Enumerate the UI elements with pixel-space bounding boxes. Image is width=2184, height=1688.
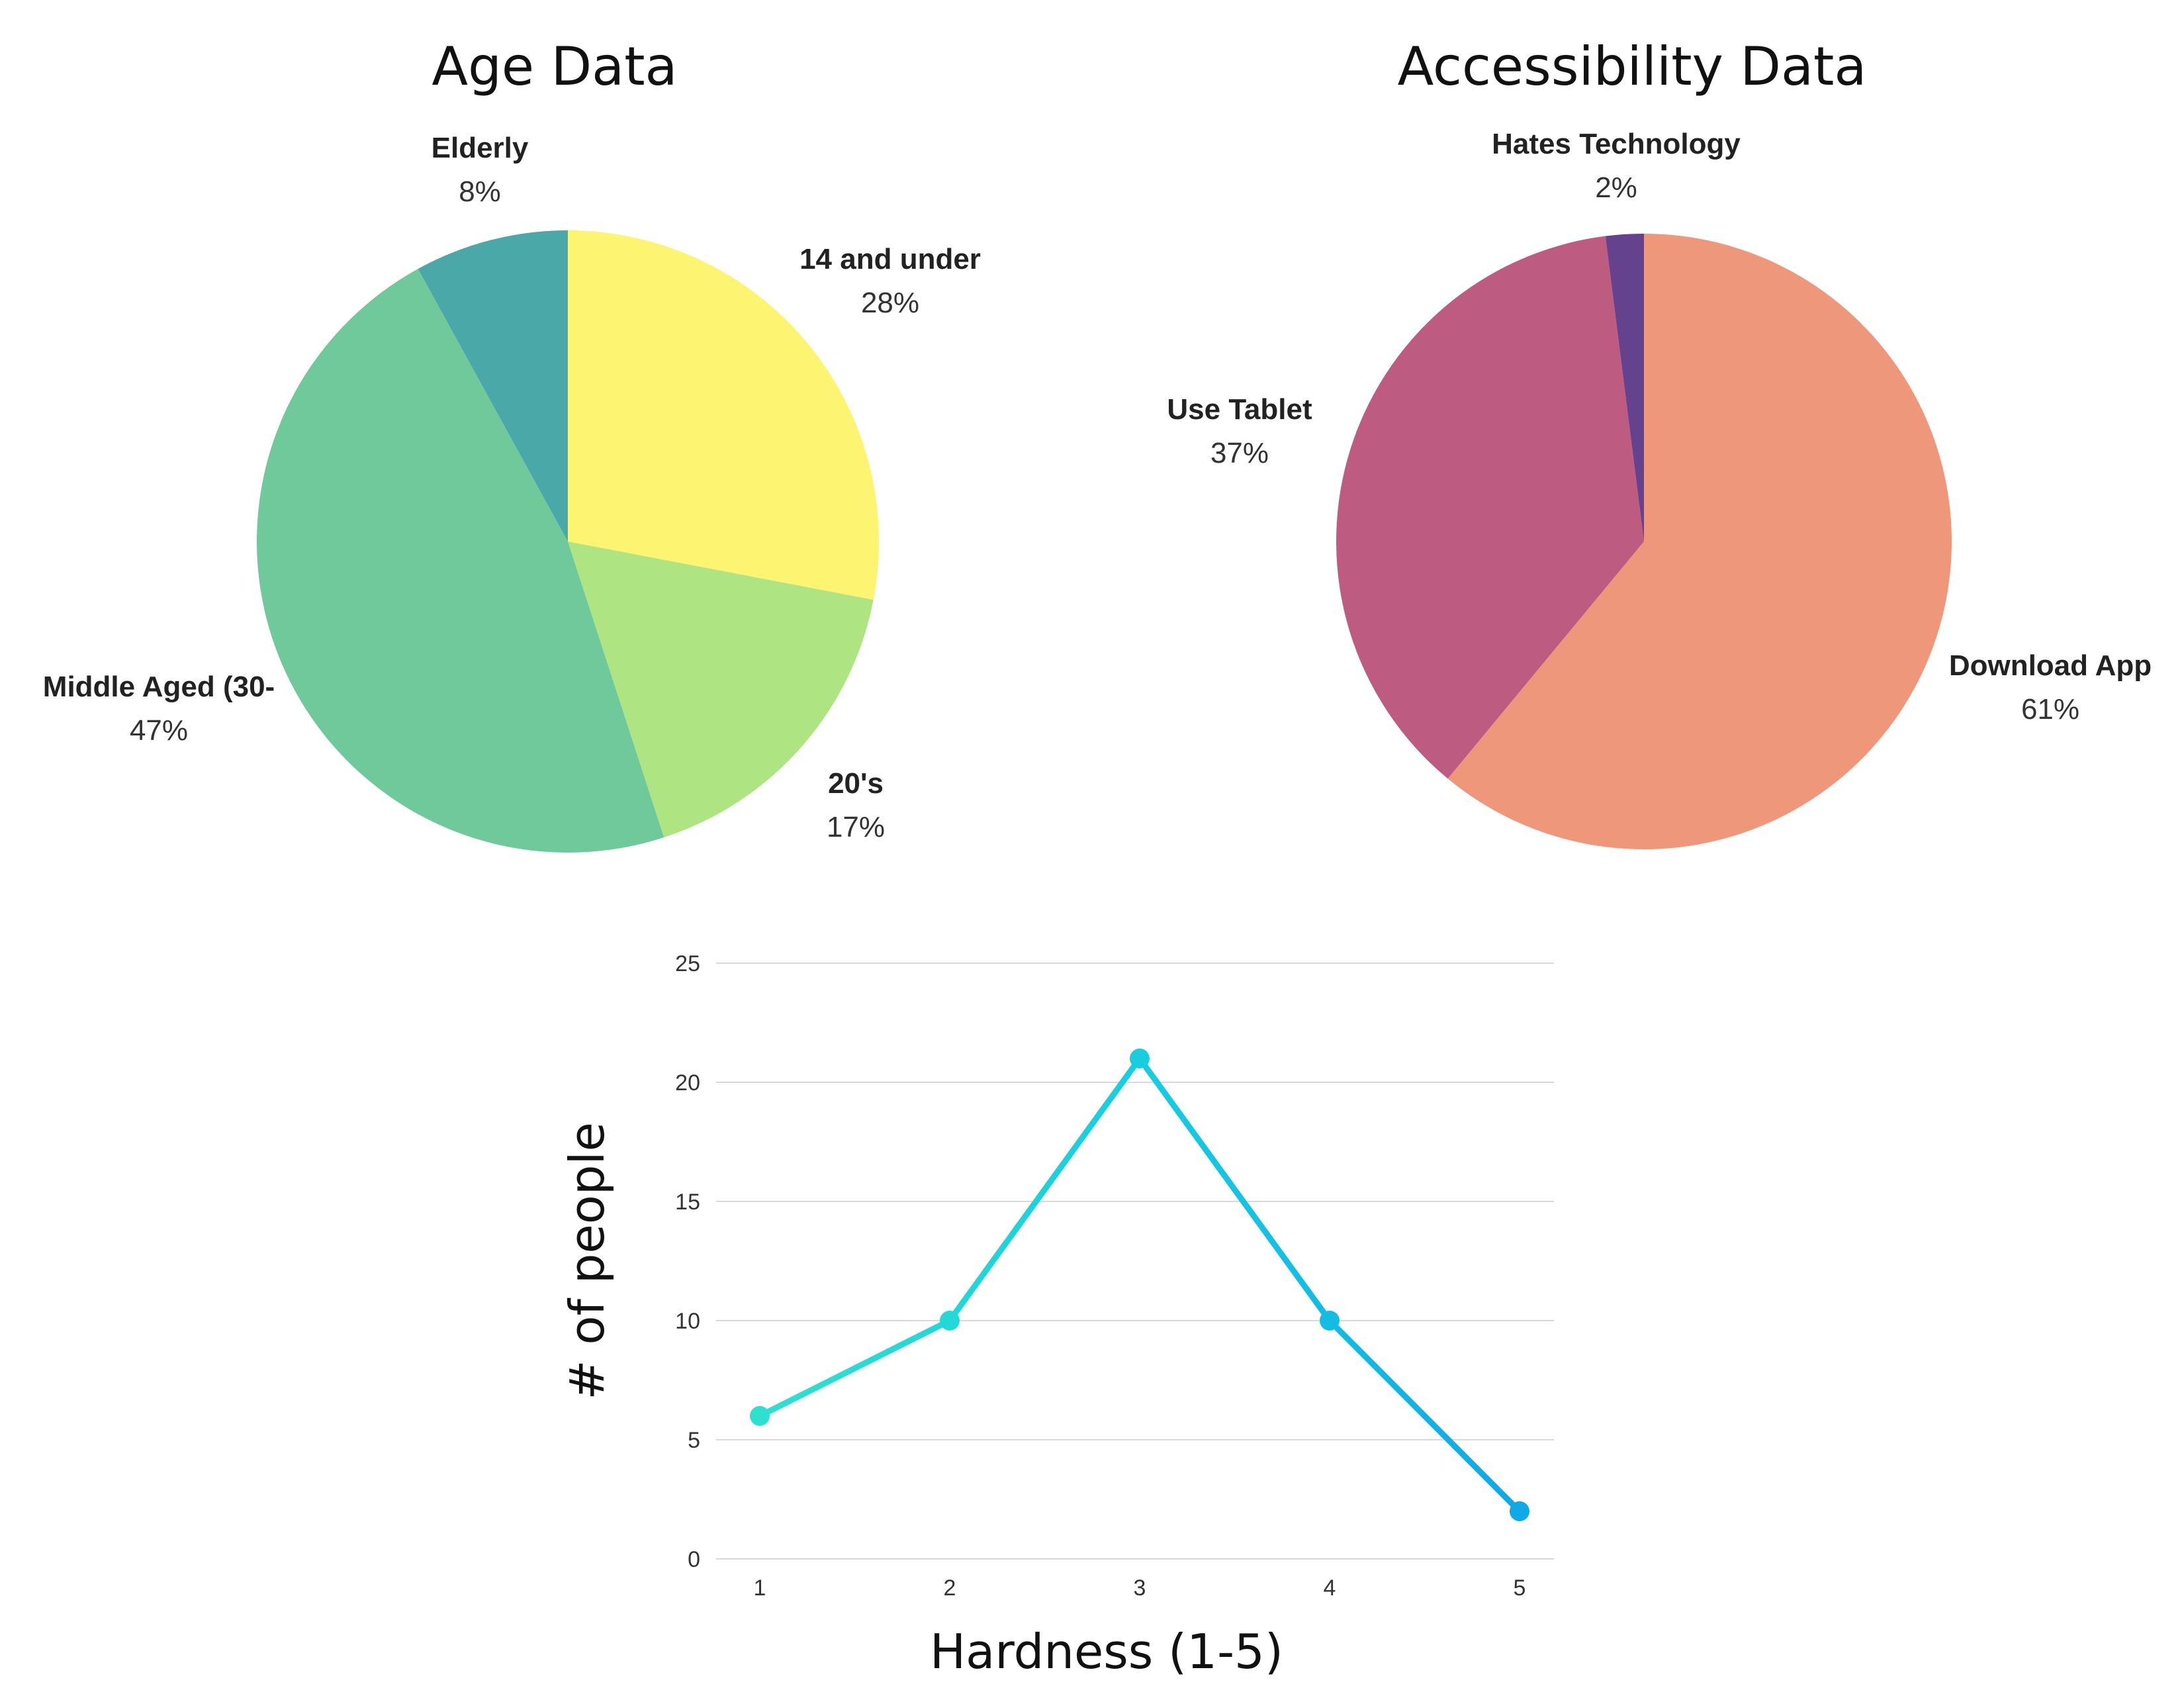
y-tick-0: 0: [688, 1547, 700, 1572]
access-slice-1: [1336, 236, 1644, 779]
age-slice-label-3: Elderly: [432, 132, 529, 164]
y-gridlines: [716, 962, 1554, 1560]
age-slice-3: [418, 230, 568, 541]
x-tick-labels: 1 2 3 4 5: [754, 1575, 1526, 1601]
age-slice-pct-3: 8%: [459, 175, 501, 208]
x-tick-4: 4: [1324, 1575, 1336, 1601]
x-tick-5: 5: [1514, 1575, 1526, 1601]
x-tick-3: 3: [1134, 1575, 1146, 1601]
line-series: [750, 1049, 1529, 1521]
x-axis-title: Hardness (1-5): [930, 1624, 1283, 1679]
access-slice-label-2: Hates Technology: [1492, 128, 1741, 160]
data-point-3: [1130, 1049, 1150, 1068]
access-slice-label-1: Use Tablet: [1167, 393, 1312, 426]
series-line: [756, 1055, 1523, 1515]
age-slice-pct-1: 17%: [827, 811, 885, 843]
y-tick-20: 20: [675, 1070, 700, 1096]
accessibility-chart-title: Accessibility Data: [1398, 36, 1867, 97]
age-slice-0: [568, 230, 880, 600]
age-pie-slices: [257, 230, 880, 853]
data-point-5: [1510, 1501, 1529, 1521]
access-slice-label-0: Download App: [1949, 649, 2152, 682]
age-pie-chart: Age Data 14 and under 28% 20's 17% Middl…: [43, 36, 981, 853]
access-slice-2: [1605, 234, 1644, 541]
x-tick-1: 1: [754, 1575, 766, 1601]
hardness-line-chart: 0 5 10 15 20 25 1 2 3 4 5 Hardness (1-5) # of peo…: [559, 951, 1554, 1679]
y-tick-5: 5: [688, 1428, 700, 1453]
age-slice-pct-2: 47%: [130, 714, 188, 747]
y-tick-labels: 0 5 10 15 20 25: [675, 951, 700, 1572]
accessibility-pie-chart: Accessibility Data Download App 61% Use …: [1167, 36, 2152, 849]
access-slice-pct-0: 61%: [2021, 693, 2079, 726]
data-point-4: [1320, 1311, 1340, 1331]
access-slice-pct-2: 2%: [1595, 171, 1637, 204]
age-slice-label-2: Middle Aged (30-: [43, 671, 275, 703]
y-tick-10: 10: [675, 1309, 700, 1334]
y-tick-15: 15: [675, 1190, 700, 1215]
x-tick-2: 2: [944, 1575, 956, 1601]
age-slice-label-0: 14 and under: [799, 243, 981, 275]
access-slice-0: [1447, 234, 1952, 849]
data-point-1: [750, 1406, 770, 1426]
data-point-2: [940, 1311, 960, 1331]
age-slice-1: [568, 541, 874, 837]
access-slice-pct-1: 37%: [1210, 437, 1269, 469]
y-axis-title: # of people: [559, 1122, 615, 1400]
age-slice-pct-0: 28%: [861, 287, 919, 319]
age-chart-title: Age Data: [432, 36, 677, 97]
y-tick-25: 25: [675, 951, 700, 976]
age-slice-label-1: 20's: [828, 767, 884, 800]
age-slice-2: [257, 269, 664, 853]
accessibility-pie-slices: [1336, 234, 1952, 849]
